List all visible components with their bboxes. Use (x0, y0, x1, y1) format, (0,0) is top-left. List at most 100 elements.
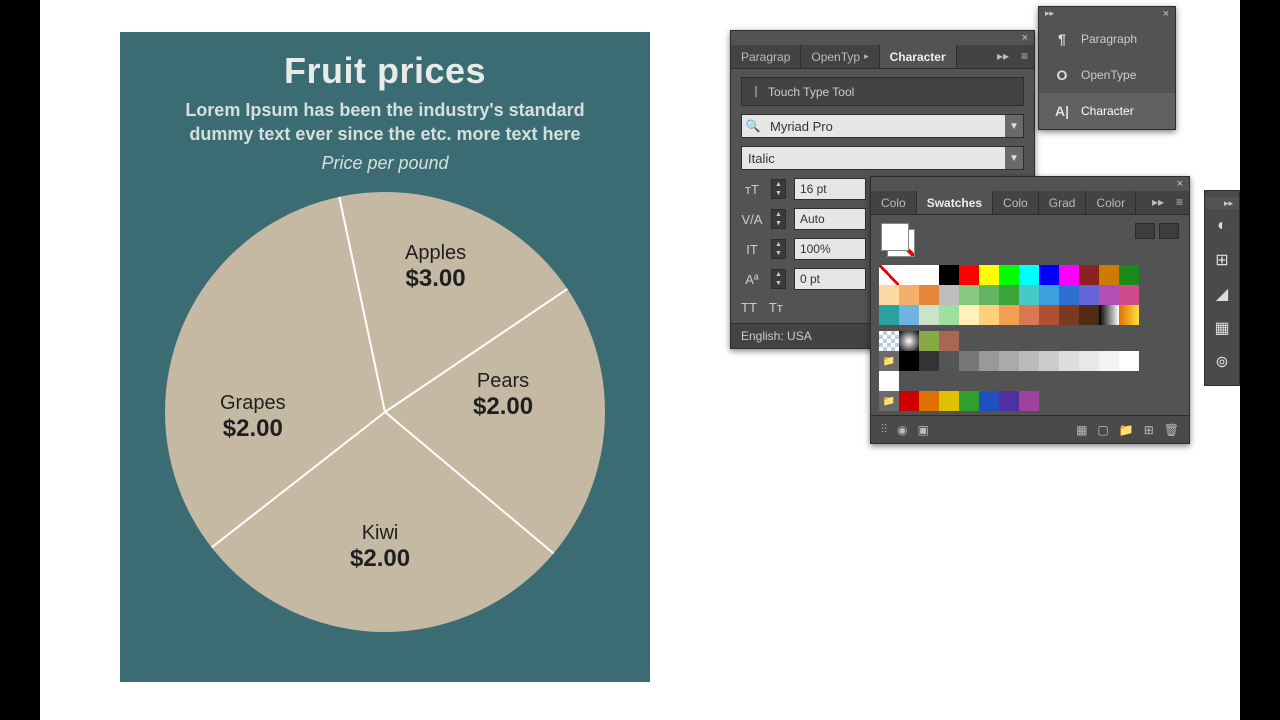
close-icon[interactable]: ▸▸ (1224, 198, 1233, 209)
swatch[interactable] (999, 305, 1019, 325)
tab-opentype[interactable]: OpenTyp▸ (801, 45, 879, 68)
swatch[interactable] (919, 331, 939, 351)
swatch[interactable] (899, 351, 919, 371)
kerning-field[interactable]: Auto (794, 208, 866, 230)
swatch[interactable] (899, 331, 919, 351)
swatch[interactable] (1019, 285, 1039, 305)
swatch[interactable] (939, 265, 959, 285)
swatch[interactable] (959, 305, 979, 325)
swatch[interactable] (999, 285, 1019, 305)
swatch[interactable] (1099, 305, 1119, 325)
swatch[interactable] (1099, 265, 1119, 285)
swatch[interactable] (999, 351, 1019, 371)
panel-menu-icon[interactable]: ≡ (1170, 191, 1189, 214)
swatch[interactable] (1099, 285, 1119, 305)
swatch[interactable] (939, 331, 959, 351)
swatch[interactable] (1119, 265, 1139, 285)
allcaps-button[interactable]: TT (741, 300, 757, 315)
grid-view-icon[interactable] (1159, 223, 1179, 239)
swatch[interactable] (1019, 391, 1039, 411)
swatch[interactable] (879, 371, 899, 391)
swatch[interactable] (1059, 351, 1079, 371)
swatches-panel[interactable]: × Colo Swatches Colo Grad Color ▸▸ ≡ 📁📁 … (870, 176, 1190, 444)
swatch[interactable] (1119, 285, 1139, 305)
swatch[interactable] (1019, 305, 1039, 325)
swatch[interactable] (1079, 305, 1099, 325)
swatch[interactable] (1039, 351, 1059, 371)
swatch[interactable] (1059, 265, 1079, 285)
dropdown-icon[interactable]: ▼ (1005, 115, 1023, 137)
swatch[interactable] (899, 305, 919, 325)
panel-titlebar[interactable]: ×▸▸ (1039, 7, 1175, 21)
swatch[interactable] (1079, 285, 1099, 305)
stepper[interactable]: ▲▼ (771, 209, 786, 229)
new-swatch-icon[interactable]: ⊞ (1144, 423, 1154, 437)
tab-color[interactable]: Colo (871, 191, 917, 214)
swatch[interactable] (879, 285, 899, 305)
dock-item[interactable]: ◐ (1205, 209, 1239, 243)
close-icon[interactable]: × (1177, 178, 1183, 190)
swatch[interactable] (999, 391, 1019, 411)
swatch[interactable] (959, 285, 979, 305)
swatch[interactable] (919, 391, 939, 411)
swatch[interactable] (899, 391, 919, 411)
type-list-item[interactable]: ¶Paragraph (1039, 21, 1175, 57)
trash-icon[interactable]: 🗑 (1164, 423, 1179, 437)
dock-item[interactable]: ⊚ (1205, 345, 1239, 379)
swatch[interactable] (979, 391, 999, 411)
swatch[interactable] (1119, 351, 1139, 371)
kuler-icon[interactable]: ◉ (897, 423, 907, 437)
swatch[interactable] (1119, 305, 1139, 325)
tab-color3[interactable]: Color (1086, 191, 1136, 214)
swatch[interactable] (1079, 351, 1099, 371)
swatch[interactable] (979, 305, 999, 325)
swatch[interactable] (1079, 265, 1099, 285)
panel-menu-icon[interactable]: ≡ (1015, 45, 1034, 68)
options-icon[interactable]: ▦ (1076, 423, 1087, 437)
tab-swatches[interactable]: Swatches (917, 191, 993, 214)
dock-item[interactable]: ◢ (1205, 277, 1239, 311)
vscale-field[interactable]: 100% (794, 238, 866, 260)
swatch[interactable] (959, 265, 979, 285)
library-icon[interactable]: ⫶⫶ (881, 422, 887, 437)
swatch[interactable] (1039, 305, 1059, 325)
swatch[interactable] (919, 351, 939, 371)
show-icon[interactable]: ▣ (918, 423, 929, 437)
panel-collapse-icon[interactable]: ▸▸ (1146, 191, 1170, 214)
swatch[interactable] (959, 351, 979, 371)
tab-color2[interactable]: Colo (993, 191, 1039, 214)
font-family-field[interactable]: 🔍 Myriad Pro ▼ (741, 114, 1024, 138)
swatch[interactable] (1019, 351, 1039, 371)
swatch[interactable] (999, 265, 1019, 285)
swatch-folder-icon[interactable]: 📁 (879, 391, 899, 411)
stepper[interactable]: ▲▼ (771, 269, 786, 289)
type-list-item[interactable]: A|Character (1039, 93, 1175, 129)
swatch[interactable] (979, 285, 999, 305)
swatch[interactable] (939, 351, 959, 371)
baseline-field[interactable]: 0 pt (794, 268, 866, 290)
tab-gradient[interactable]: Grad (1039, 191, 1087, 214)
swatch[interactable] (919, 305, 939, 325)
dock-item[interactable]: ▦ (1205, 311, 1239, 345)
swatch[interactable] (1039, 285, 1059, 305)
list-view-icon[interactable] (1135, 223, 1155, 239)
swatch[interactable] (919, 285, 939, 305)
stepper[interactable]: ▲▼ (771, 179, 786, 199)
swatch[interactable] (1039, 265, 1059, 285)
swatch-folder-icon[interactable]: 📁 (879, 351, 899, 371)
dock-titlebar[interactable]: ▸▸ (1205, 197, 1239, 209)
swatch[interactable] (1019, 265, 1039, 285)
type-list-item[interactable]: OOpenType (1039, 57, 1175, 93)
font-style-field[interactable]: Italic ▼ (741, 146, 1024, 170)
swatch[interactable] (939, 391, 959, 411)
tab-character[interactable]: Character (880, 45, 957, 68)
fill-stroke-indicator[interactable] (881, 223, 915, 257)
touch-type-tool-button[interactable]: ⼁ Touch Type Tool (741, 77, 1024, 106)
right-dock[interactable]: ▸▸ ◐⊞◢▦⊚ (1204, 190, 1240, 386)
panel-collapse-icon[interactable]: ▸▸ (991, 45, 1015, 68)
swatch[interactable] (899, 265, 919, 285)
swatch[interactable] (879, 265, 899, 285)
new-group-icon[interactable]: ▢ (1097, 423, 1108, 437)
swatch[interactable] (939, 285, 959, 305)
swatch[interactable] (939, 305, 959, 325)
